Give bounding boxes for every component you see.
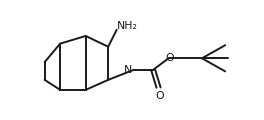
Text: O: O <box>165 53 174 63</box>
Text: O: O <box>155 91 164 101</box>
Text: NH₂: NH₂ <box>117 21 138 31</box>
Text: N: N <box>124 65 132 75</box>
